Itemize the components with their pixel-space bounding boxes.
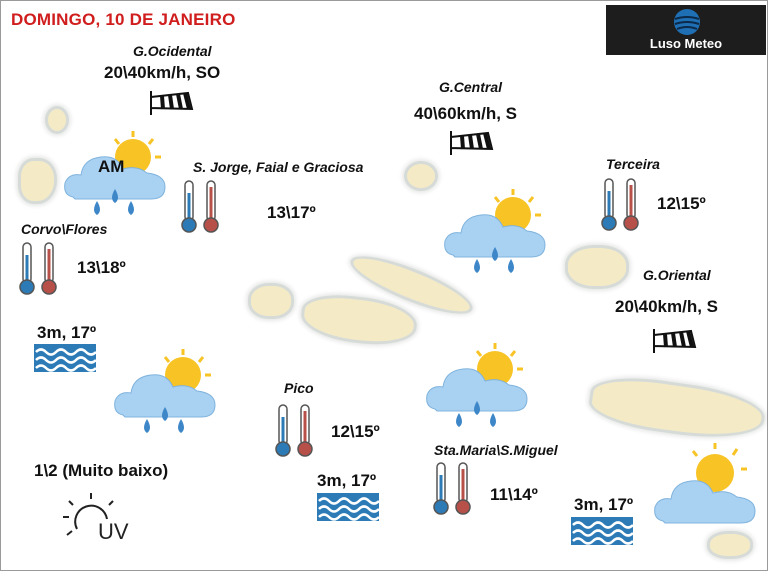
island-terceira xyxy=(565,245,629,289)
temp-value-corvo: 13\18º xyxy=(77,258,126,277)
waves-icon xyxy=(317,493,379,521)
region-label-g-oriental: G.Oriental xyxy=(643,267,711,283)
temp-value-sjorge: 13\17º xyxy=(267,203,316,222)
waves-icon xyxy=(34,344,96,372)
island-graciosa xyxy=(404,161,438,191)
sea-value-center: 3m, 17º xyxy=(317,471,377,490)
sun-cloud-rain-icon xyxy=(426,343,528,427)
island-corvo xyxy=(45,106,69,134)
sun-cloud-rain-icon xyxy=(444,189,546,273)
island-flores xyxy=(18,158,57,204)
region-label-terceira: Terceira xyxy=(606,156,660,172)
luso-meteo-logo: Luso Meteo xyxy=(606,5,766,55)
region-label-g-ocidental: G.Ocidental xyxy=(133,43,212,59)
uv-value: 1\2 (Muito baixo) xyxy=(34,461,169,480)
windsock-icon xyxy=(150,91,194,115)
island-faial xyxy=(248,283,294,319)
wind-value-g-oriental: 20\40km/h, S xyxy=(615,297,719,316)
thermometer-icon xyxy=(275,404,313,457)
region-label-g-central: G.Central xyxy=(439,79,503,95)
globe-icon xyxy=(674,9,700,35)
island-sao-miguel xyxy=(586,371,767,446)
sun-cloud-icon xyxy=(654,443,756,524)
windsock-icon xyxy=(653,329,697,353)
windsock-icon xyxy=(450,131,494,155)
island-santa-maria xyxy=(707,531,753,559)
thermometer-icon xyxy=(19,242,57,295)
thermometer-icon xyxy=(433,462,471,515)
uv-icon-label: UV xyxy=(98,519,129,544)
am-badge: AM xyxy=(98,157,125,176)
sun-cloud-rain-icon xyxy=(64,131,166,215)
temp-value-pico: 12\15º xyxy=(331,422,380,441)
region-label-stamaria: Sta.Maria\S.Miguel xyxy=(434,442,558,458)
wind-value-g-ocidental: 20\40km/h, SO xyxy=(104,63,221,82)
logo-text: Luso Meteo xyxy=(649,36,723,51)
waves-icon xyxy=(571,517,633,545)
wind-value-g-central: 40\60km/h, S xyxy=(414,104,518,123)
temp-value-terceira: 12\15º xyxy=(657,194,706,213)
thermometer-icon xyxy=(601,178,639,231)
sea-value-east: 3m, 17º xyxy=(574,495,634,514)
page-title: DOMINGO, 10 DE JANEIRO xyxy=(11,10,236,29)
region-label-sjorge: S. Jorge, Faial e Graciosa xyxy=(193,159,364,175)
island-pico xyxy=(298,291,420,349)
thermometer-icon xyxy=(181,180,219,233)
uv-icon xyxy=(63,493,114,536)
region-label-corvo: Corvo\Flores xyxy=(21,221,108,237)
sea-value-west: 3m, 17º xyxy=(37,323,97,342)
temp-value-stamaria: 11\14º xyxy=(490,485,538,504)
sun-cloud-rain-icon xyxy=(114,349,216,433)
region-label-pico: Pico xyxy=(284,380,314,396)
